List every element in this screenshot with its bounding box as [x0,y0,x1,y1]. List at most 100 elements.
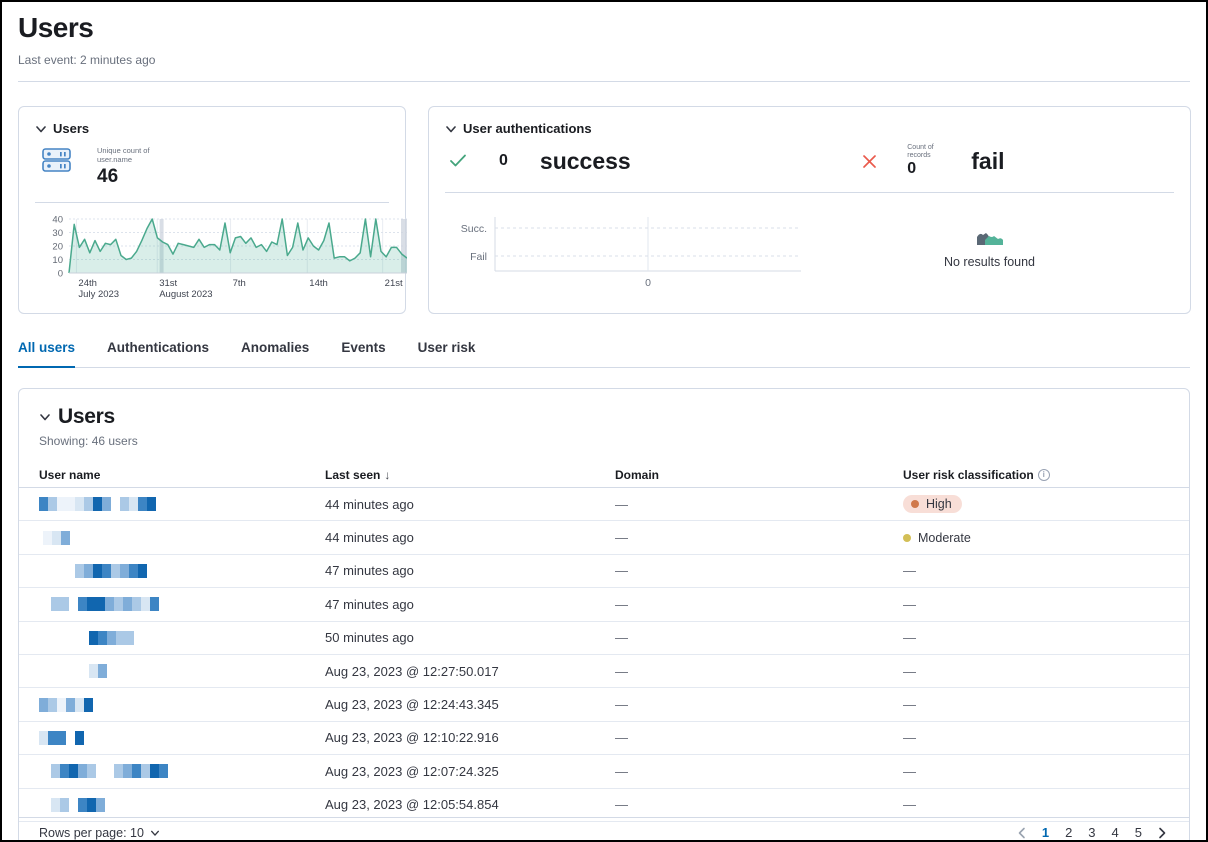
risk-badge-high[interactable]: High [903,495,962,514]
tab-authentications[interactable]: Authentications [107,340,210,355]
users-tabs: All users Authentications Anomalies Events U… [18,340,1190,368]
column-user-risk[interactable]: User risk classification i [903,468,1169,482]
rows-per-page-label: Rows per page: 10 [39,825,144,840]
last-seen-cell: Aug 23, 2023 @ 12:10:22.916 [325,730,499,746]
svg-text:30: 30 [52,228,63,239]
users-area-chart: 0 10 20 30 40 24th July 2023 31st August 2023 7th… [35,215,408,304]
svg-text:10: 10 [52,255,63,266]
redacted-user-name [39,497,325,512]
risk-dot-icon [911,500,919,509]
table-body: 44 minutes ago — High 44 minutes ago — Modera… [19,488,1189,822]
domain-cell: — [615,797,628,813]
no-results-zone: No results found [805,211,1174,289]
users-metric-panel: Users Unique count of user.name 46 0 10 20… [18,106,408,314]
redacted-user-name [43,530,325,545]
domain-cell: — [615,663,628,679]
redacted-user-name [75,563,325,578]
table-row: Aug 23, 2023 @ 12:24:43.345 — — [19,688,1189,722]
ylabel-fail: Fail [470,251,487,263]
success-label: success [539,147,631,174]
table-title-row[interactable]: Users [39,405,1169,429]
last-seen-cell: 50 minutes ago [325,630,414,646]
rows-per-page-control[interactable]: Rows per page: 10 [39,826,160,840]
fail-count-stack: Count of records 0 [907,144,941,178]
xlabel-zero: 0 [645,277,651,289]
redacted-user-name [89,664,325,679]
user-name-cell[interactable] [39,630,325,645]
domain-cell: — [615,630,628,646]
column-user-name[interactable]: User name [39,467,101,482]
svg-text:24th: 24th [78,278,97,289]
chevron-down-icon[interactable] [445,123,457,135]
auth-panel-header[interactable]: User authentications [445,121,1174,136]
user-name-cell[interactable] [39,697,325,712]
metric-label: Unique count of user.name [97,146,150,164]
redacted-user-name [51,764,325,779]
header-divider [18,81,1190,82]
table-row: Aug 23, 2023 @ 12:27:50.017 — — [19,655,1189,689]
column-domain[interactable]: Domain [615,467,660,482]
redacted-user-name [51,797,325,812]
user-authentications-panel: User authentications 0 success Count of … [428,106,1191,314]
users-panel-header[interactable]: Users [35,121,389,136]
previous-page-icon[interactable] [1015,826,1029,840]
success-count: 0 [499,152,508,169]
svg-text:August 2023: August 2023 [159,289,212,299]
last-seen-cell: 44 minutes ago [325,530,414,546]
domain-cell: — [615,496,628,512]
redacted-user-name [39,697,325,712]
column-last-seen[interactable]: Last seen ↓ [325,467,391,482]
chevron-down-icon[interactable] [35,123,47,135]
last-event-text: Last event: 2 minutes ago [18,53,156,67]
kpi-row: Users Unique count of user.name 46 0 10 20… [18,106,1191,314]
unique-users-kpi: Unique count of user.name 46 [41,146,389,188]
last-seen-cell: 44 minutes ago [325,496,414,512]
sort-desc-icon[interactable]: ↓ [384,467,391,482]
user-name-cell[interactable] [39,664,325,679]
table-title: Users [58,405,115,428]
check-icon [450,154,466,167]
tab-anomalies[interactable]: Anomalies [241,340,310,355]
table-header-row: User name Last seen ↓ Domain User risk cl… [19,462,1189,488]
table-row: Aug 23, 2023 @ 12:07:24.325 — — [19,755,1189,789]
table-row: 47 minutes ago — — [19,555,1189,589]
chevron-down-icon[interactable] [39,411,51,423]
last-seen-cell: 47 minutes ago [325,596,414,612]
user-name-cell[interactable] [39,764,325,779]
info-icon[interactable]: i [1037,468,1050,481]
users-table-panel: Users Showing: 46 users User name Last s… [18,388,1190,841]
auth-fail-kpi: Count of records 0 fail [862,144,1004,178]
redacted-user-name [51,597,325,612]
auth-panel-title: User authentications [463,121,592,136]
auth-kpis: 0 success Count of records 0 fail [449,144,1174,178]
user-name-cell[interactable] [39,497,325,512]
user-name-cell[interactable] [39,730,325,745]
risk-cell: — [903,630,916,646]
last-seen-cell: 47 minutes ago [325,563,414,579]
tab-events[interactable]: Events [341,340,386,355]
user-name-cell[interactable] [39,597,325,612]
tab-all-users[interactable]: All users [18,340,76,368]
risk-badge-moderate[interactable]: Moderate [903,531,971,545]
page-number-1[interactable]: 1 [1039,824,1052,841]
user-name-cell[interactable] [39,563,325,578]
user-name-cell[interactable] [39,530,325,545]
auth-success-kpi: 0 success [449,144,862,178]
page-number-3[interactable]: 3 [1088,825,1096,840]
svg-text:7th: 7th [233,278,246,289]
panel-divider [35,202,389,203]
user-name-cell[interactable] [39,797,325,812]
domain-cell: — [615,530,628,546]
svg-text:0: 0 [58,269,63,280]
risk-cell: — [903,663,916,679]
page-number-5[interactable]: 5 [1134,825,1142,840]
risk-cell: — [903,697,916,713]
page-number-4[interactable]: 4 [1111,825,1119,840]
domain-cell: — [615,730,628,746]
next-page-icon[interactable] [1155,826,1169,840]
tab-user-risk[interactable]: User risk [417,340,476,355]
svg-text:21st: 21st [385,278,403,289]
table-row: 50 minutes ago — — [19,622,1189,655]
ylabel-succ: Succ. [461,223,487,235]
page-number-2[interactable]: 2 [1065,825,1073,840]
